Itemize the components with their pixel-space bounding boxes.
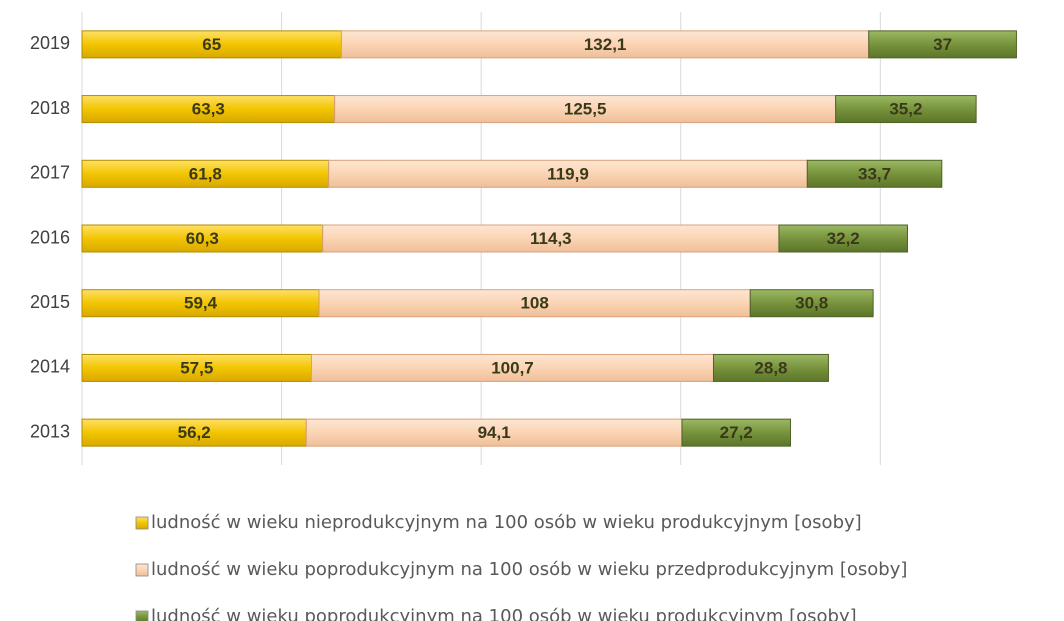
data-label: 132,1 bbox=[584, 35, 627, 54]
y-tick-label: 2014 bbox=[30, 357, 70, 377]
y-tick-label: 2017 bbox=[30, 163, 70, 183]
bar-segment bbox=[835, 95, 977, 124]
data-label: 35,2 bbox=[889, 100, 922, 119]
legend-label: ludność w wieku poprodukcyjnym na 100 os… bbox=[151, 606, 857, 621]
bar-segment bbox=[778, 224, 908, 253]
data-label: 27,2 bbox=[720, 423, 753, 442]
bar-segment bbox=[81, 418, 307, 447]
data-label: 32,2 bbox=[827, 229, 860, 248]
legend-swatch bbox=[135, 516, 149, 530]
legend-swatch bbox=[135, 610, 149, 621]
bar-segment bbox=[81, 30, 342, 59]
data-label: 100,7 bbox=[491, 358, 534, 377]
y-tick-label: 2015 bbox=[30, 292, 70, 312]
data-label: 37 bbox=[933, 35, 952, 54]
bar-segment bbox=[340, 30, 870, 59]
data-label: 28,8 bbox=[754, 358, 787, 377]
bar-segment bbox=[81, 159, 330, 188]
data-label: 108 bbox=[520, 294, 548, 313]
data-label: 119,9 bbox=[547, 164, 589, 183]
legend-swatch bbox=[135, 563, 149, 577]
bar-segment bbox=[322, 224, 780, 253]
data-label: 63,3 bbox=[192, 100, 225, 119]
data-label: 30,8 bbox=[795, 294, 828, 313]
bar-segment bbox=[806, 159, 943, 188]
y-tick-label: 2018 bbox=[30, 98, 70, 118]
data-label: 59,4 bbox=[184, 294, 218, 313]
legend-label: ludność w wieku poprodukcyjnym na 100 os… bbox=[151, 559, 907, 580]
data-label: 125,5 bbox=[564, 100, 607, 119]
bar-segment bbox=[712, 353, 829, 382]
data-label: 65 bbox=[202, 35, 221, 54]
y-tick-label: 2019 bbox=[30, 33, 70, 53]
legend-label: ludność w wieku nieprodukcyjnym na 100 o… bbox=[151, 512, 862, 533]
bar-segment bbox=[305, 418, 683, 447]
y-tick-label: 2016 bbox=[30, 227, 70, 247]
data-label: 60,3 bbox=[186, 229, 219, 248]
bar-segment bbox=[868, 30, 1017, 59]
bar-segment bbox=[681, 418, 792, 447]
data-label: 114,3 bbox=[530, 229, 572, 248]
data-label: 33,7 bbox=[858, 164, 891, 183]
bar-segment bbox=[311, 353, 714, 382]
bar-segment bbox=[81, 289, 320, 318]
y-tick-label: 2013 bbox=[30, 421, 70, 441]
bar-segment bbox=[334, 95, 837, 124]
data-label: 61,8 bbox=[189, 164, 222, 183]
data-label: 56,2 bbox=[178, 423, 211, 442]
data-label: 94,1 bbox=[478, 423, 511, 442]
bar-segment bbox=[749, 289, 874, 318]
bar-segment bbox=[81, 95, 336, 124]
data-label: 57,5 bbox=[180, 358, 213, 377]
